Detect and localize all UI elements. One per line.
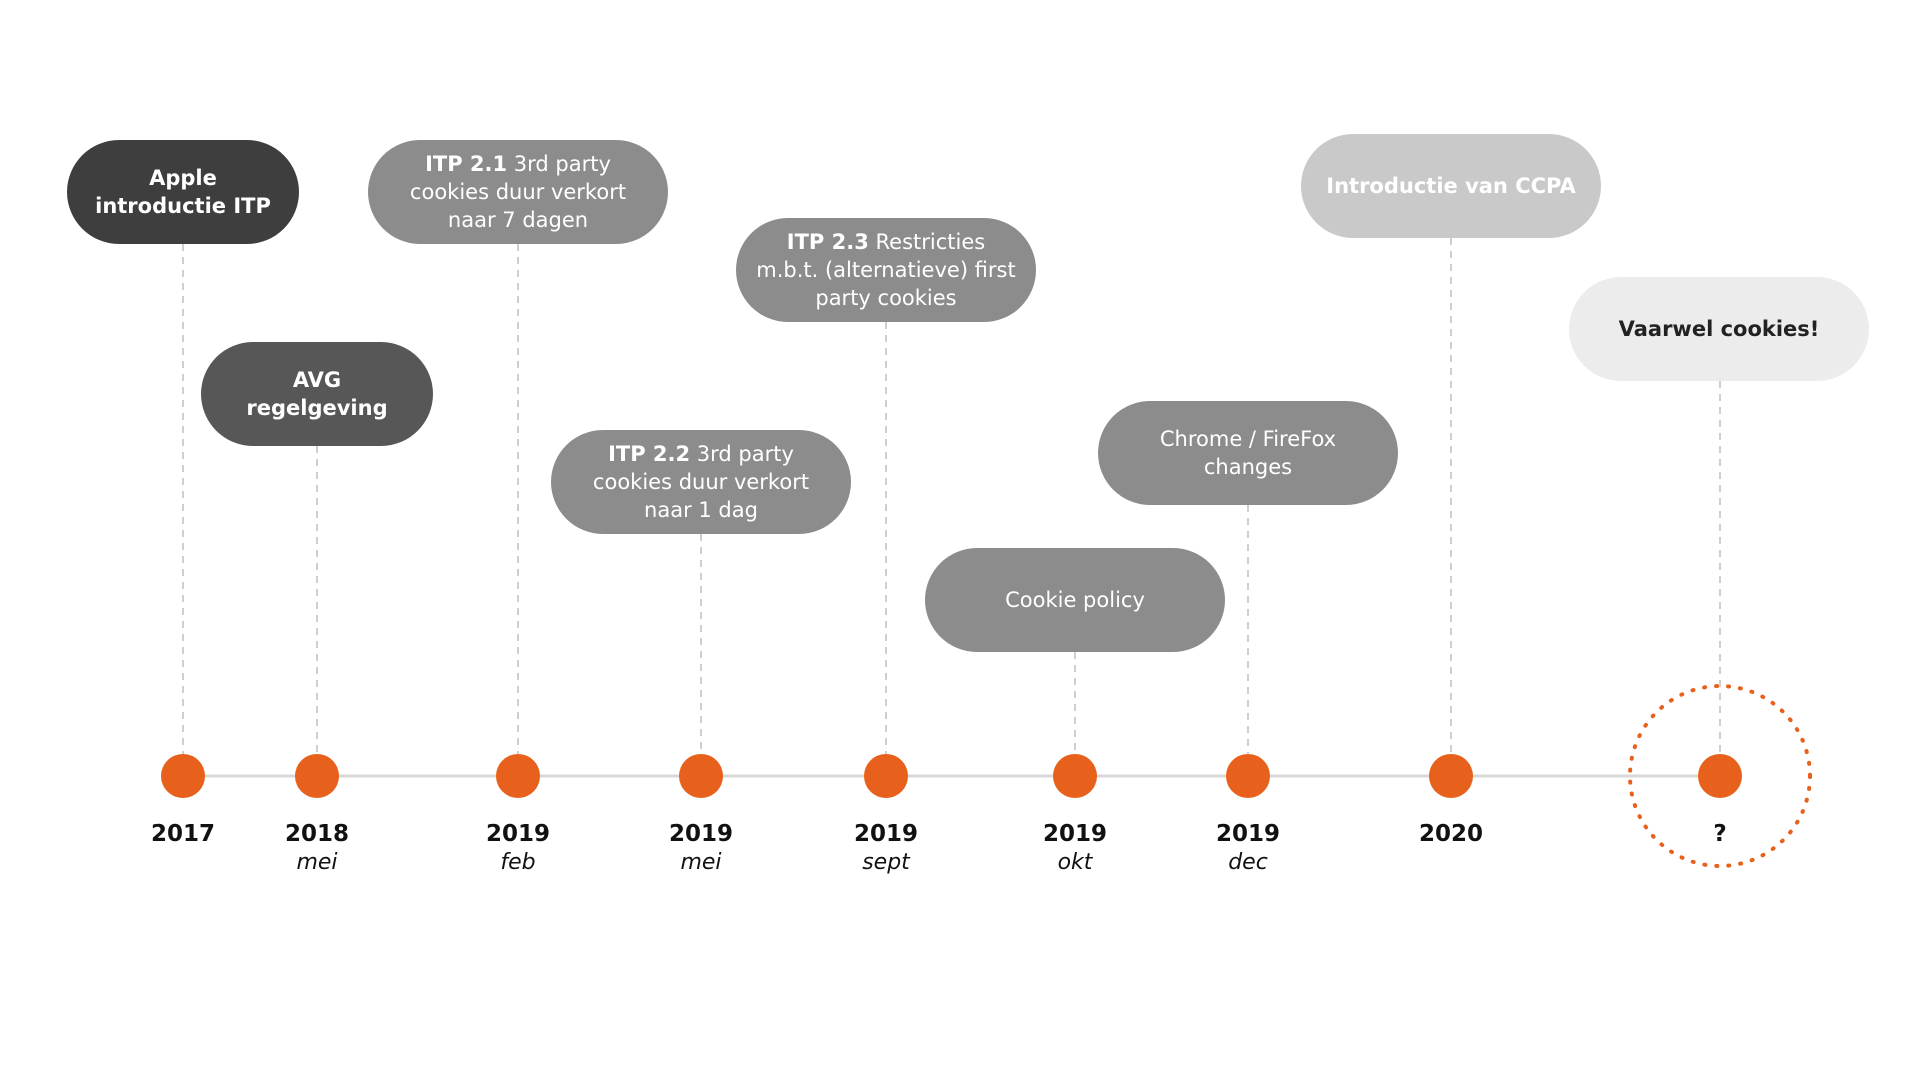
event-e6-month: okt (1057, 850, 1093, 875)
event-e6-label: Cookie policy (925, 548, 1225, 652)
event-e1-year: 2017 (150, 821, 215, 847)
event-e9-year: ? (1713, 821, 1727, 847)
event-e4-year: 2019 (668, 821, 733, 847)
event-e3-label: ITP 2.1 3rd party cookies duur verkort n… (368, 140, 668, 244)
event-e9-label: Vaarwel cookies! (1569, 277, 1869, 381)
event-e5-month: sept (862, 850, 910, 875)
event-e6-year: 2019 (1042, 821, 1107, 847)
event-e2-dot (295, 754, 339, 798)
event-e7-label: Chrome / FireFox changes (1098, 401, 1398, 505)
event-e7-dot (1226, 754, 1270, 798)
event-e4-rest: 3rd party cookies duur verkort naar 1 da… (592, 442, 810, 522)
event-e7-text: Chrome / FireFox changes (1159, 427, 1337, 479)
event-e6-text: Cookie policy (1005, 588, 1145, 612)
future-dotted-ring (1628, 684, 1812, 868)
event-e6-dot (1053, 754, 1097, 798)
event-e8-year: 2020 (1418, 821, 1483, 847)
event-e6-date: 2019 okt (1005, 819, 1145, 877)
event-e3-dot (496, 754, 540, 798)
event-e4-date: 2019 mei (631, 819, 771, 877)
event-e5-rest: Restricties m.b.t. (alternatieve) first … (756, 230, 1016, 310)
event-e9-date: ? (1650, 819, 1790, 849)
event-e2-label: AVG regelgeving (201, 342, 433, 446)
event-e3-text: ITP 2.1 3rd party cookies duur verkort n… (386, 150, 650, 234)
event-e4-bold: ITP 2.2 (608, 442, 691, 466)
event-e5-bold: ITP 2.3 (786, 230, 869, 254)
event-e1-dot (161, 754, 205, 798)
event-e8-label: Introductie van CCPA (1301, 134, 1601, 238)
event-e9-dot (1698, 754, 1742, 798)
event-e9-bold: Vaarwel cookies! (1618, 317, 1820, 341)
event-e3-rest: 3rd party cookies duur verkort naar 7 da… (409, 152, 627, 232)
event-e8-date: 2020 (1381, 819, 1521, 849)
event-e7-date: 2019 dec (1178, 819, 1318, 877)
event-e7-year: 2019 (1215, 821, 1280, 847)
event-e3-bold: ITP 2.1 (425, 152, 508, 176)
event-e2-year: 2018 (284, 821, 349, 847)
event-e8-dot (1429, 754, 1473, 798)
event-e2-date: 2018 mei (247, 819, 387, 877)
event-e3-month: feb (500, 850, 536, 875)
event-e5-text: ITP 2.3 Restricties m.b.t. (alternatieve… (754, 228, 1018, 312)
event-e3-date: 2019 feb (448, 819, 588, 877)
event-e4-label: ITP 2.2 3rd party cookies duur verkort n… (551, 430, 851, 534)
event-e4-text: ITP 2.2 3rd party cookies duur verkort n… (569, 440, 833, 524)
event-e4-dot (679, 754, 723, 798)
event-e5-year: 2019 (853, 821, 918, 847)
event-e5-dot (864, 754, 908, 798)
event-e4-month: mei (680, 850, 722, 875)
event-e1-date: 2017 (113, 819, 253, 849)
event-e5-date: 2019 sept (816, 819, 956, 877)
event-e3-year: 2019 (485, 821, 550, 847)
event-e2-month: mei (296, 850, 338, 875)
event-e1-bold: Apple introductie ITP (95, 166, 271, 218)
event-e2-bold: AVG regelgeving (246, 368, 388, 420)
event-e8-bold: Introductie van CCPA (1326, 174, 1576, 198)
event-e5-label: ITP 2.3 Restricties m.b.t. (alternatieve… (736, 218, 1036, 322)
event-e1-label: Apple introductie ITP (67, 140, 299, 244)
event-e7-month: dec (1228, 850, 1268, 875)
